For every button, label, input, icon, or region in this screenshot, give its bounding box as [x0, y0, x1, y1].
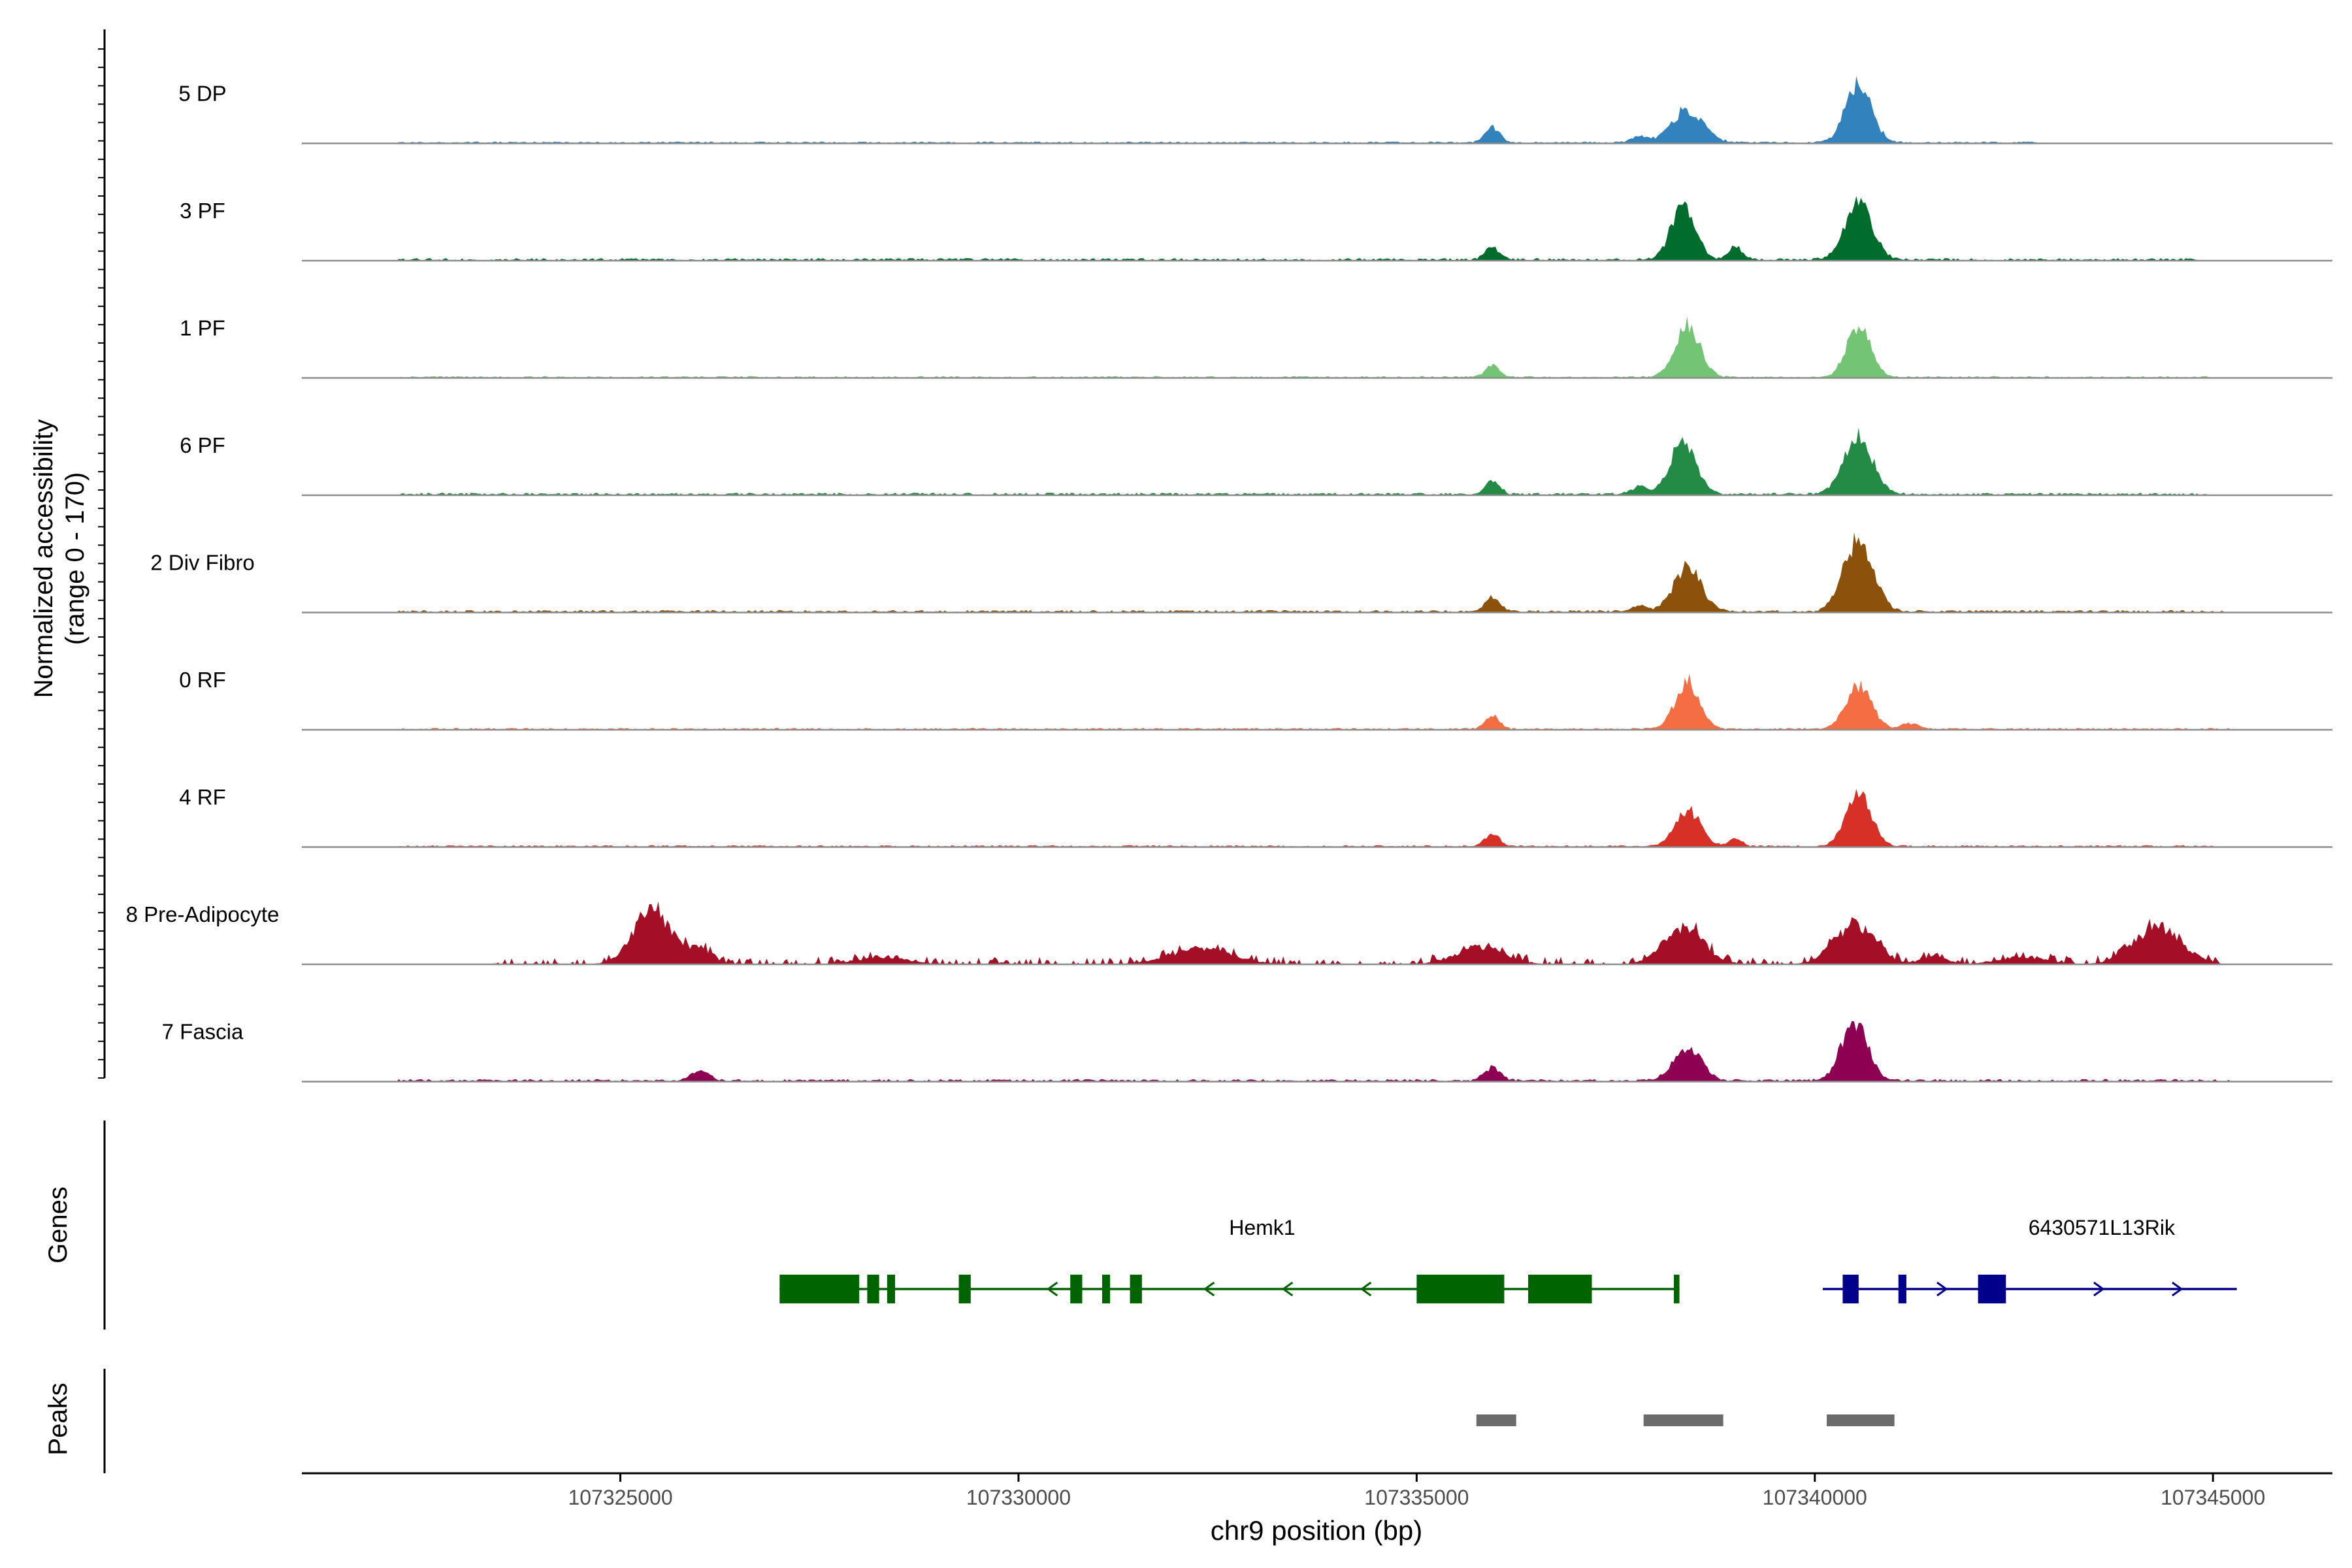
gene-exon [958, 1275, 971, 1303]
x-tick-label: 107325000 [568, 1486, 672, 1509]
peaks-track-label: Peaks [44, 1382, 73, 1455]
strand-arrow [1281, 1281, 1294, 1297]
coverage-area [302, 674, 2332, 730]
peak-region [1643, 1414, 1723, 1426]
x-tick-label: 107345000 [2161, 1486, 2265, 1509]
genes-track: Hemk1 6430571L13Rik [103, 1120, 2237, 1330]
gene-exon [1527, 1275, 1592, 1303]
gene-6430571l13rik: 6430571L13Rik [1822, 1216, 2237, 1303]
coverage-area [302, 195, 2332, 261]
gene-exon [1842, 1275, 1859, 1303]
coverage-area [302, 316, 2332, 378]
peak-region [1476, 1414, 1516, 1426]
coverage-tracks: 5 DP 3 PF 1 PF 6 PF 2 Div Fibro 0 RF 4 RF 8 Pre… [126, 76, 2332, 1083]
x-tick-label: 107330000 [966, 1486, 1071, 1509]
gene-exon [887, 1275, 896, 1303]
x-tick-label: 107340000 [1763, 1486, 1867, 1509]
x-axis: 107325000 107330000 107335000 107340000 1073… [302, 1472, 2332, 1509]
coverage-area [302, 901, 2332, 964]
track-label: 8 Pre-Adipocyte [126, 902, 280, 926]
strand-arrow [1203, 1281, 1215, 1297]
track-4-rf: 4 RF [179, 785, 2332, 848]
coverage-area [302, 427, 2332, 495]
track-label: 7 Fascia [162, 1020, 244, 1044]
gene-exon [1102, 1275, 1111, 1303]
track-label: 2 Div Fibro [150, 551, 255, 575]
track-0-rf: 0 RF [179, 668, 2332, 731]
gene-exon [867, 1275, 879, 1303]
track-label: 0 RF [179, 668, 226, 692]
track-2-div-fibro: 2 Div Fibro [150, 532, 2332, 613]
strand-arrow [2093, 1281, 2105, 1297]
coverage-area [302, 76, 2332, 144]
x-axis-title: chr9 position (bp) [1211, 1515, 1423, 1546]
coverage-area [302, 1021, 2332, 1082]
coverage-area [302, 532, 2332, 613]
track-1-pf: 1 PF [180, 316, 2332, 379]
x-tick-label: 107335000 [1364, 1486, 1469, 1509]
gene-exon [1674, 1275, 1680, 1303]
gene-exon [779, 1275, 860, 1303]
track-8-pre-adipocyte: 8 Pre-Adipocyte [126, 901, 2332, 966]
track-3-pf: 3 PF [180, 195, 2332, 262]
gene-label: Hemk1 [1229, 1216, 1295, 1239]
gene-exon [1978, 1275, 2006, 1303]
y-axis [98, 29, 106, 1079]
track-5-dp: 5 DP [178, 76, 2332, 144]
gene-label: 6430571L13Rik [2029, 1216, 2176, 1239]
strand-arrow [1046, 1281, 1058, 1297]
strand-arrow [1936, 1281, 1948, 1297]
track-label: 5 DP [178, 82, 226, 106]
y-axis-title: Normalized accessibility [29, 419, 58, 698]
gene-exon [1130, 1275, 1142, 1303]
gene-exon [1416, 1275, 1505, 1303]
track-label: 4 RF [179, 785, 226, 809]
strand-arrow [2172, 1281, 2183, 1297]
track-label: 6 PF [180, 433, 225, 457]
track-label: 3 PF [180, 199, 225, 223]
gene-exon [1070, 1275, 1083, 1303]
coverage-area [302, 789, 2332, 847]
track-label: 1 PF [180, 316, 225, 340]
strand-arrow [1360, 1281, 1372, 1297]
peak-region [1827, 1414, 1895, 1426]
track-6-pf: 6 PF [180, 427, 2332, 497]
track-7-fascia: 7 Fascia [162, 1020, 2332, 1083]
gene-hemk1: Hemk1 [779, 1216, 1680, 1303]
peaks-track [103, 1369, 1895, 1473]
genes-track-label: Genes [44, 1186, 73, 1264]
y-axis-range: (range 0 - 170) [61, 472, 90, 645]
gene-exon [1898, 1275, 1906, 1303]
